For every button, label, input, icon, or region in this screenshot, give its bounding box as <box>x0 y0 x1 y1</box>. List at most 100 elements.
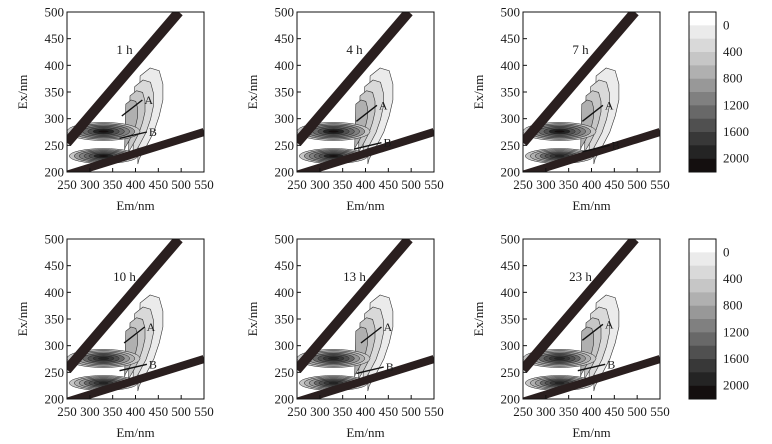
peak-a-marker <box>121 99 143 117</box>
x-tick-label: 450 <box>605 404 625 419</box>
y-tick-label: 400 <box>275 285 295 300</box>
y-tick-label: 450 <box>275 31 295 46</box>
intensity-contour <box>554 154 565 158</box>
peak-b-marker <box>119 363 148 372</box>
colorbar-swatch <box>689 132 716 146</box>
peak-b-label: B <box>612 138 620 152</box>
colorbar-swatch <box>689 385 716 400</box>
colorbar-swatch <box>689 78 716 93</box>
colorbar-swatch <box>689 239 716 253</box>
x-tick-label: 350 <box>103 177 123 192</box>
colorbar-label: 2000 <box>723 151 749 166</box>
x-tick-label: 500 <box>401 404 421 419</box>
x-tick-label: 450 <box>379 404 399 419</box>
colorbar-swatch <box>689 118 716 133</box>
y-tick-label: 250 <box>45 365 65 380</box>
colorbar-label: 1600 <box>723 351 749 366</box>
x-tick-label: 450 <box>379 177 399 192</box>
x-tick-label: 350 <box>333 177 353 192</box>
peak-b-marker <box>577 363 606 372</box>
colorbar-label: 800 <box>723 71 743 86</box>
peak-a-label: A <box>144 93 153 107</box>
x-tick-label: 250 <box>57 177 77 192</box>
x-tick-label: 300 <box>80 404 100 419</box>
y-axis-title: Ex/nm <box>471 302 486 337</box>
peak-a-marker <box>355 104 378 122</box>
peak-b-marker <box>119 131 148 140</box>
panel-time-label: 10 h <box>113 269 136 284</box>
colorbar-label: 1200 <box>723 97 749 112</box>
intensity-contour <box>328 154 339 158</box>
x-axis-title: Em/nm <box>116 198 154 213</box>
colorbar-swatch <box>689 319 716 333</box>
second-order-scatter-band <box>297 128 434 172</box>
y-tick-label: 500 <box>501 5 521 20</box>
y-axis-title: Ex/nm <box>15 302 30 337</box>
x-tick-label: 350 <box>333 404 353 419</box>
x-tick-label: 450 <box>605 177 625 192</box>
colorbar-swatch <box>689 372 716 386</box>
x-tick-label: 400 <box>582 177 602 192</box>
colorbar: 0 400 800 1200 1600 2000 <box>688 238 749 400</box>
x-tick-label: 550 <box>194 177 214 192</box>
x-tick-label: 250 <box>287 404 307 419</box>
x-tick-label: 250 <box>513 404 533 419</box>
second-order-scatter-band <box>67 128 204 172</box>
y-tick-label: 500 <box>45 5 65 20</box>
first-order-scatter-band <box>67 12 183 146</box>
x-tick-label: 350 <box>559 177 579 192</box>
x-tick-label: 550 <box>424 177 444 192</box>
y-tick-label: 250 <box>45 138 65 153</box>
y-tick-label: 200 <box>275 165 295 180</box>
y-tick-label: 500 <box>45 232 65 247</box>
y-tick-label: 200 <box>45 392 65 407</box>
intensity-contour <box>98 154 109 158</box>
second-order-scatter-band <box>67 355 204 399</box>
y-tick-label: 300 <box>501 111 521 126</box>
intensity-contour <box>554 356 566 361</box>
y-tick-label: 300 <box>45 338 65 353</box>
peak-a-marker <box>360 326 382 344</box>
y-tick-label: 200 <box>501 165 521 180</box>
x-tick-label: 400 <box>582 404 602 419</box>
y-tick-label: 350 <box>501 85 521 100</box>
x-tick-label: 450 <box>149 177 169 192</box>
intensity-contour <box>98 381 109 385</box>
colorbar-label: 1200 <box>723 324 749 339</box>
colorbar-swatch <box>689 38 716 53</box>
y-axis-title: Ex/nm <box>15 75 30 110</box>
colorbar-swatch <box>689 52 716 66</box>
y-tick-label: 450 <box>275 258 295 273</box>
y-tick-label: 350 <box>275 85 295 100</box>
colorbar-label: 800 <box>723 298 743 313</box>
y-tick-label: 450 <box>501 258 521 273</box>
y-tick-label: 350 <box>45 85 65 100</box>
first-order-scatter-band <box>523 239 639 373</box>
x-tick-label: 400 <box>126 404 146 419</box>
second-order-scatter-band <box>297 355 434 399</box>
intensity-contour <box>98 129 110 134</box>
panel-time-label: 23 h <box>569 269 592 284</box>
y-tick-label: 350 <box>275 312 295 327</box>
colorbar-swatch <box>689 359 716 373</box>
first-order-scatter-band <box>523 12 639 146</box>
peak-b-label: B <box>383 136 391 150</box>
intensity-contour <box>328 129 340 134</box>
second-order-scatter-band <box>523 128 660 172</box>
x-tick-label: 300 <box>536 177 556 192</box>
colorbar-swatch <box>689 292 716 306</box>
x-tick-label: 500 <box>171 177 191 192</box>
colorbar-swatch <box>689 158 716 173</box>
x-tick-label: 250 <box>287 177 307 192</box>
x-axis-title: Em/nm <box>572 425 610 440</box>
colorbar-label: 0 <box>723 17 730 32</box>
y-tick-label: 500 <box>275 5 295 20</box>
y-tick-label: 400 <box>501 58 521 73</box>
colorbar-swatch <box>689 105 716 119</box>
colorbar-swatch <box>689 145 716 159</box>
peak-b-label: B <box>149 125 157 139</box>
